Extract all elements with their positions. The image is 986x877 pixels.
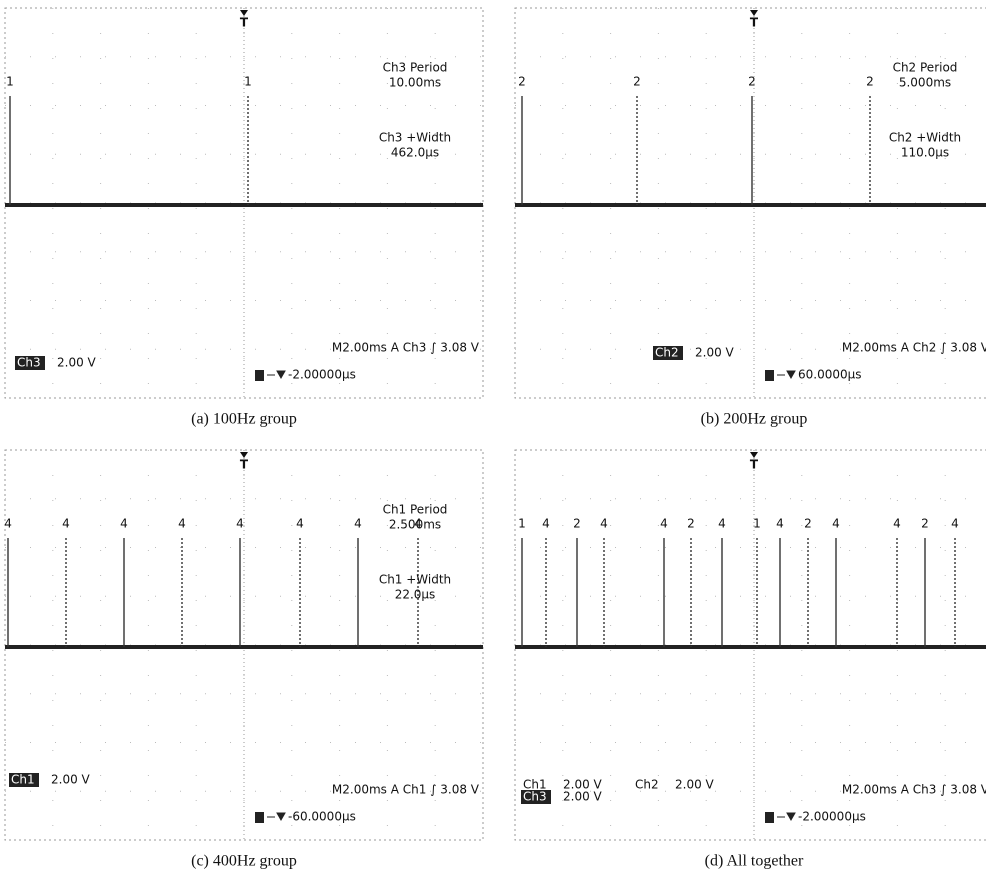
timebase: M2.00ms A Ch3 ∫ 3.08 V (332, 341, 480, 355)
channel-scale: 2.00 V (51, 773, 91, 787)
measurement-value: 2.500ms (389, 518, 441, 532)
channel-name: Ch2 (655, 346, 679, 360)
channel-marker: 4 (893, 517, 901, 531)
channel-marker: 1 (753, 517, 761, 531)
channel-marker: 4 (120, 517, 128, 531)
channel-name: Ch3 (17, 356, 41, 370)
measurement-label: Ch1 Period (383, 503, 448, 517)
timebase: M2.00ms A Ch3 ∫ 3.08 V (842, 783, 986, 797)
measurement-value: 462.0µs (391, 146, 439, 160)
measurement-value: 5.000ms (899, 76, 951, 90)
channel-marker: 4 (354, 517, 362, 531)
channel-marker: 2 (633, 75, 641, 89)
channel-marker: 2 (804, 517, 812, 531)
channel-marker: 4 (178, 517, 186, 531)
channel-marker: 4 (776, 517, 784, 531)
measurement-label: Ch3 +Width (379, 131, 451, 145)
channel-marker: 4 (600, 517, 608, 531)
trigger-arrow (267, 813, 285, 820)
channel-marker: 4 (296, 517, 304, 531)
baseline-trace (515, 203, 986, 207)
trigger-icon (765, 370, 774, 381)
caption: (d) All together (705, 853, 804, 870)
channel-marker: 4 (62, 517, 70, 531)
channel-scale: 2.00 V (563, 790, 603, 804)
channel-marker: 4 (542, 517, 550, 531)
figure: T 1 1 Ch3 Period10.00ms Ch3 +Width462.0µs Ch3… (0, 0, 986, 872)
channel-marker: 4 (236, 517, 244, 531)
trigger-arrow (777, 371, 795, 378)
trigger-icon (255, 370, 264, 381)
timebase: M2.00ms A Ch2 ∫ 3.08 V (842, 341, 986, 355)
measurement-label: Ch2 Period (893, 61, 958, 75)
trigger-icon (255, 812, 264, 823)
trigger-offset: 60.0000µs (798, 368, 862, 382)
trigger-offset: -2.00000µs (288, 368, 356, 382)
trigger-offset: -60.0000µs (288, 810, 356, 824)
channel-marker: 4 (4, 517, 12, 531)
channel-marker: 2 (748, 75, 756, 89)
channel-marker: 2 (921, 517, 929, 531)
measurement-value: 110.0µs (901, 146, 949, 160)
trigger-offset: -2.00000µs (798, 810, 866, 824)
channel-marker: 2 (866, 75, 874, 89)
channel-marker: 2 (573, 517, 581, 531)
trigger-icon (765, 812, 774, 823)
trigger-arrow (267, 371, 285, 378)
channel-marker: 4 (951, 517, 959, 531)
trigger-arrow (777, 813, 795, 820)
measurement-label: Ch3 Period (383, 61, 448, 75)
caption: (b) 200Hz group (701, 411, 808, 428)
channel-scale: 2.00 V (695, 346, 735, 360)
channel-scale: 2.00 V (57, 356, 97, 370)
timebase: M2.00ms A Ch1 ∫ 3.08 V (332, 783, 480, 797)
trigger-t: T (750, 16, 759, 30)
channel-marker: 1 (244, 75, 252, 89)
channel-marker: 1 (518, 517, 526, 531)
trigger-t: T (240, 16, 249, 30)
baseline-trace (515, 645, 986, 649)
measurement-label: Ch2 +Width (889, 131, 961, 145)
measurement-value: 22.0µs (395, 588, 436, 602)
channel-name: Ch1 (11, 773, 35, 787)
channel-scale: 2.00 V (675, 778, 715, 792)
channel-marker: 2 (687, 517, 695, 531)
page: {"panels": [ {"caption": "(a) 100Hz grou… (0, 0, 986, 872)
channel-name: Ch2 (635, 778, 659, 792)
measurement-value: 10.00ms (389, 76, 441, 90)
channel-marker: 2 (518, 75, 526, 89)
measurement-label: Ch1 +Width (379, 573, 451, 587)
caption: (a) 100Hz group (191, 411, 297, 428)
channel-marker: 4 (832, 517, 840, 531)
caption: (c) 400Hz group (191, 853, 297, 870)
baseline-trace (5, 203, 483, 207)
trigger-t: T (240, 458, 249, 472)
baseline-trace (5, 645, 483, 649)
channel-marker: 1 (6, 75, 14, 89)
channel-name: Ch3 (523, 790, 547, 804)
trigger-t: T (750, 458, 759, 472)
channel-marker: 4 (718, 517, 726, 531)
channel-marker: 4 (660, 517, 668, 531)
